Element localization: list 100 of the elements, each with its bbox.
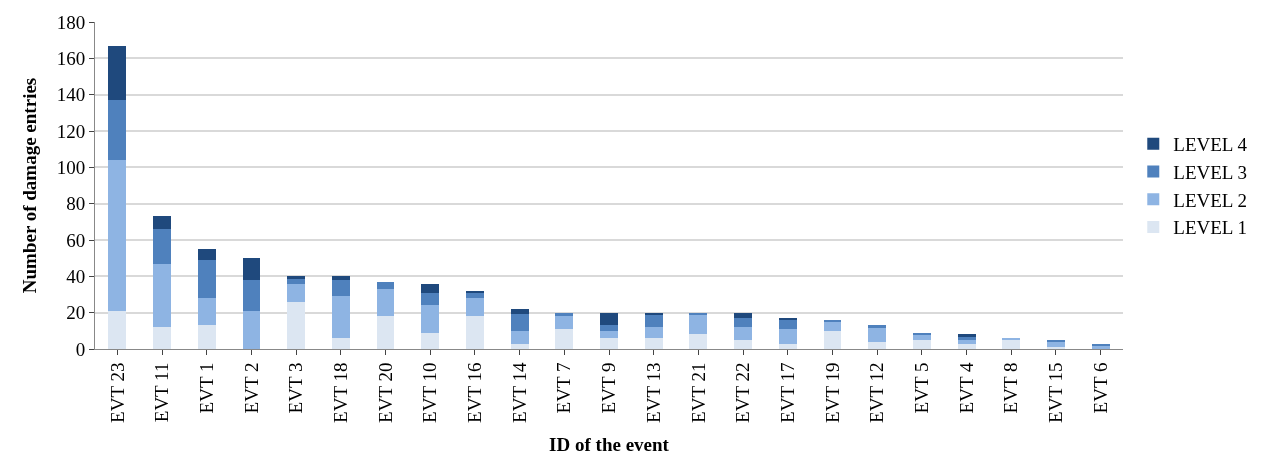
bar bbox=[957, 339, 976, 344]
x-tick-label: EVT 11 bbox=[151, 362, 173, 423]
x-tick-label: EVT 2 bbox=[240, 362, 262, 414]
y-tick-label: 140 bbox=[56, 84, 86, 106]
bar bbox=[600, 325, 618, 331]
x-tick-label: EVT 8 bbox=[1000, 362, 1022, 414]
bar bbox=[108, 160, 127, 311]
x-tick-label: EVT 20 bbox=[374, 362, 396, 423]
bar bbox=[644, 338, 663, 349]
bar bbox=[957, 343, 976, 349]
y-tick-label: 60 bbox=[66, 229, 86, 251]
bar bbox=[778, 329, 797, 344]
y-tick-label: 160 bbox=[56, 47, 86, 69]
legend-label: LEVEL 2 bbox=[1173, 189, 1247, 211]
bar bbox=[421, 283, 440, 293]
x-tick-label: EVT 6 bbox=[1089, 362, 1111, 414]
bar bbox=[331, 279, 350, 297]
bar bbox=[376, 281, 395, 290]
bar bbox=[1047, 341, 1065, 348]
x-tick-label: EVT 23 bbox=[106, 362, 128, 423]
bar bbox=[644, 327, 663, 339]
x-tick-label: EVT 7 bbox=[553, 362, 575, 414]
x-tick-label: EVT 10 bbox=[419, 362, 441, 423]
bar bbox=[421, 332, 440, 349]
bar bbox=[197, 325, 216, 349]
bar bbox=[1047, 339, 1065, 342]
bar bbox=[153, 229, 171, 264]
x-tick-label: EVT 5 bbox=[911, 362, 933, 414]
bar bbox=[287, 301, 306, 349]
bar bbox=[197, 249, 216, 260]
y-axis-title: Number of damage entries bbox=[18, 77, 40, 294]
x-axis-title: ID of the event bbox=[549, 433, 670, 455]
bar bbox=[376, 316, 395, 349]
y-tick-label: 20 bbox=[66, 302, 86, 324]
bar bbox=[287, 276, 306, 279]
bar bbox=[153, 263, 171, 328]
bar bbox=[153, 327, 171, 349]
bar bbox=[778, 343, 797, 349]
x-tick-label: EVT 14 bbox=[508, 362, 530, 423]
bar bbox=[242, 258, 261, 280]
y-tick-label: 180 bbox=[56, 11, 86, 33]
x-tick-label: EVT 15 bbox=[1045, 362, 1067, 423]
legend-label: LEVEL 4 bbox=[1173, 134, 1248, 156]
bar bbox=[510, 314, 529, 331]
y-tick-label: 100 bbox=[56, 156, 86, 178]
bar bbox=[734, 339, 753, 349]
x-tick-label: EVT 13 bbox=[642, 362, 664, 423]
bar bbox=[868, 341, 887, 349]
bar bbox=[555, 329, 574, 349]
bar bbox=[823, 330, 842, 349]
bar bbox=[242, 310, 261, 349]
bar bbox=[376, 289, 395, 317]
x-tick-label: EVT 18 bbox=[330, 362, 351, 423]
bar bbox=[734, 318, 753, 328]
bar bbox=[331, 338, 350, 349]
bar bbox=[555, 316, 574, 330]
bar bbox=[108, 310, 127, 349]
x-tick-label: EVT 21 bbox=[687, 362, 709, 423]
bar bbox=[644, 314, 663, 328]
bar bbox=[912, 339, 931, 349]
bar bbox=[600, 338, 618, 349]
x-tick-label: EVT 4 bbox=[955, 362, 977, 414]
bar bbox=[242, 279, 261, 311]
bar bbox=[108, 100, 127, 161]
x-tick-label: EVT 19 bbox=[821, 362, 843, 423]
legend-label: LEVEL 1 bbox=[1173, 217, 1247, 239]
bar bbox=[421, 305, 440, 333]
bar bbox=[465, 298, 484, 317]
bar bbox=[331, 276, 350, 280]
bar bbox=[510, 309, 529, 315]
bar bbox=[510, 330, 529, 344]
x-tick-label: EVT 17 bbox=[776, 362, 798, 423]
bar bbox=[734, 327, 753, 340]
bar bbox=[868, 327, 887, 342]
bar bbox=[465, 290, 484, 293]
legend-label: LEVEL 3 bbox=[1173, 161, 1247, 183]
x-tick-label: EVT 22 bbox=[732, 362, 754, 423]
y-tick-label: 120 bbox=[56, 120, 86, 142]
bar bbox=[1002, 339, 1021, 349]
bar bbox=[689, 314, 708, 335]
bar bbox=[600, 330, 618, 339]
bar bbox=[108, 45, 127, 101]
y-tick-label: 40 bbox=[66, 265, 86, 287]
bar bbox=[868, 325, 887, 328]
bar bbox=[153, 216, 171, 230]
bar bbox=[197, 298, 216, 326]
x-tick-label: EVT 9 bbox=[598, 362, 620, 414]
bar bbox=[912, 334, 931, 340]
bar bbox=[197, 259, 216, 299]
bar bbox=[421, 292, 440, 306]
bar bbox=[331, 296, 350, 339]
y-tick-label: 0 bbox=[75, 338, 86, 360]
bar bbox=[510, 343, 529, 349]
bar bbox=[465, 292, 484, 299]
bar bbox=[465, 316, 484, 349]
y-tick-label: 80 bbox=[66, 193, 86, 215]
x-tick-label: EVT 12 bbox=[866, 362, 888, 423]
bar bbox=[734, 312, 753, 319]
bar bbox=[778, 319, 797, 330]
bar bbox=[823, 321, 842, 331]
